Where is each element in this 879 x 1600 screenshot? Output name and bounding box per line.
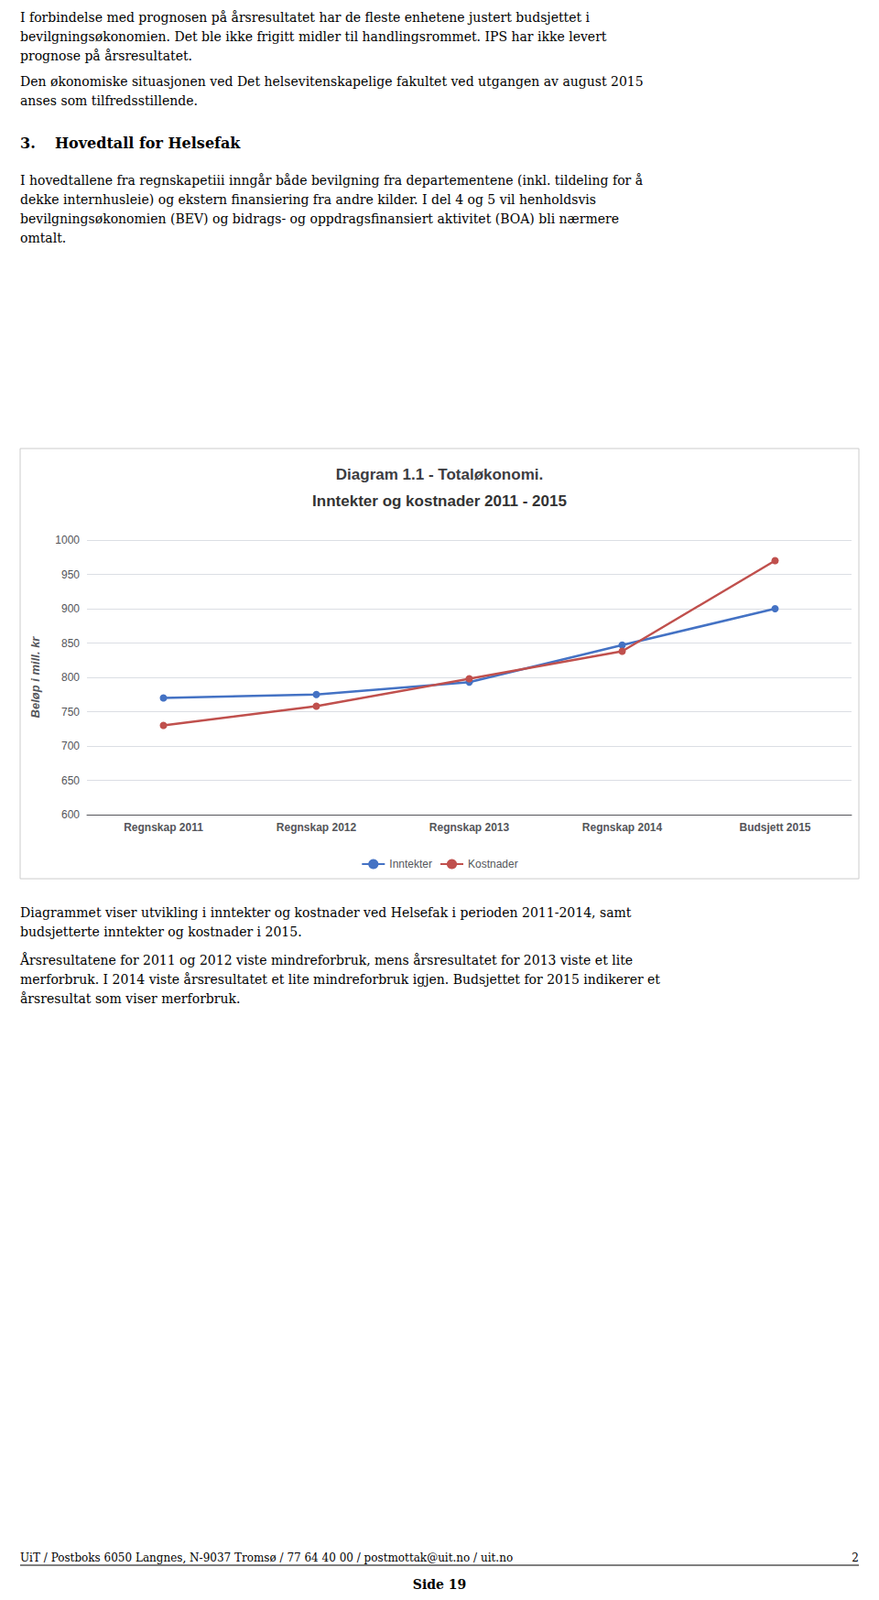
- svg-text:Inntekter: Inntekter: [389, 857, 433, 871]
- svg-text:Kostnader: Kostnader: [467, 857, 519, 871]
- svg-text:650: 650: [61, 774, 80, 788]
- svg-text:Budsjett 2015: Budsjett 2015: [738, 821, 811, 835]
- svg-text:Regnskap 2013: Regnskap 2013: [429, 821, 511, 835]
- svg-text:Inntekter og kostnader 2011 -: Inntekter og kostnader 2011 - 2015: [312, 492, 567, 511]
- svg-text:2: 2: [851, 1551, 859, 1565]
- svg-text:budsjetterte inntekter og kost: budsjetterte inntekter og kostnader i 20…: [20, 924, 303, 940]
- svg-text:600: 600: [61, 808, 80, 822]
- svg-text:Diagrammet viser utvikling i i: Diagrammet viser utvikling i inntekter o…: [20, 905, 632, 921]
- svg-text:950: 950: [61, 568, 80, 582]
- svg-text:I hovedtallene fra regnskapeti: I hovedtallene fra regnskapetiii inngår …: [20, 173, 643, 188]
- svg-text:I forbindelse med prognosen på: I forbindelse med prognosen på årsresult…: [20, 10, 591, 25]
- svg-text:Regnskap 2011: Regnskap 2011: [123, 821, 204, 835]
- svg-text:Årsresultatene for 2011 og 201: Årsresultatene for 2011 og 2012 viste mi…: [19, 952, 633, 968]
- svg-text:Diagram 1.1 - Totaløkonomi.: Diagram 1.1 - Totaløkonomi.: [336, 466, 543, 484]
- svg-text:merforbruk. I 2014 viste årsre: merforbruk. I 2014 viste årsresultatet e…: [20, 972, 661, 988]
- svg-text:750: 750: [61, 705, 80, 719]
- svg-text:900: 900: [61, 602, 80, 616]
- svg-text:700: 700: [61, 739, 80, 753]
- svg-text:3.: 3.: [20, 134, 36, 152]
- svg-text:bevilgningsøkonomien. Det ble: bevilgningsøkonomien. Det ble ikke frigi…: [20, 29, 608, 44]
- svg-text:Regnskap 2014: Regnskap 2014: [582, 821, 663, 835]
- svg-text:Hovedtall for Helsefak: Hovedtall for Helsefak: [54, 134, 241, 152]
- svg-text:årsresultat som viser merforbr: årsresultat som viser merforbruk.: [20, 991, 240, 1007]
- svg-text:UiT / Postboks 6050 Langnes, N: UiT / Postboks 6050 Langnes, N-9037 Trom…: [20, 1551, 513, 1565]
- svg-text:prognose på årsresultatet.: prognose på årsresultatet.: [20, 48, 193, 64]
- svg-text:850: 850: [61, 637, 80, 651]
- svg-text:anses som tilfredsstillende.: anses som tilfredsstillende.: [20, 93, 198, 109]
- svg-text:bevilgningsøkonomien (BEV) og: bevilgningsøkonomien (BEV) og bidrags- o…: [20, 211, 619, 227]
- svg-text:omtalt.: omtalt.: [20, 230, 66, 246]
- svg-text:800: 800: [61, 671, 80, 684]
- svg-text:Side 19: Side 19: [412, 1577, 467, 1593]
- svg-text:Den økonomiske situasjonen ved: Den økonomiske situasjonen ved Det helse…: [20, 74, 644, 89]
- svg-text:1000: 1000: [54, 533, 80, 547]
- svg-text:Regnskap 2012: Regnskap 2012: [276, 821, 358, 835]
- svg-text:dekke internhusleie) og ekster: dekke internhusleie) og ekstern finansie…: [20, 192, 597, 207]
- svg-text:Beløp i mill. kr: Beløp i mill. kr: [28, 636, 43, 719]
